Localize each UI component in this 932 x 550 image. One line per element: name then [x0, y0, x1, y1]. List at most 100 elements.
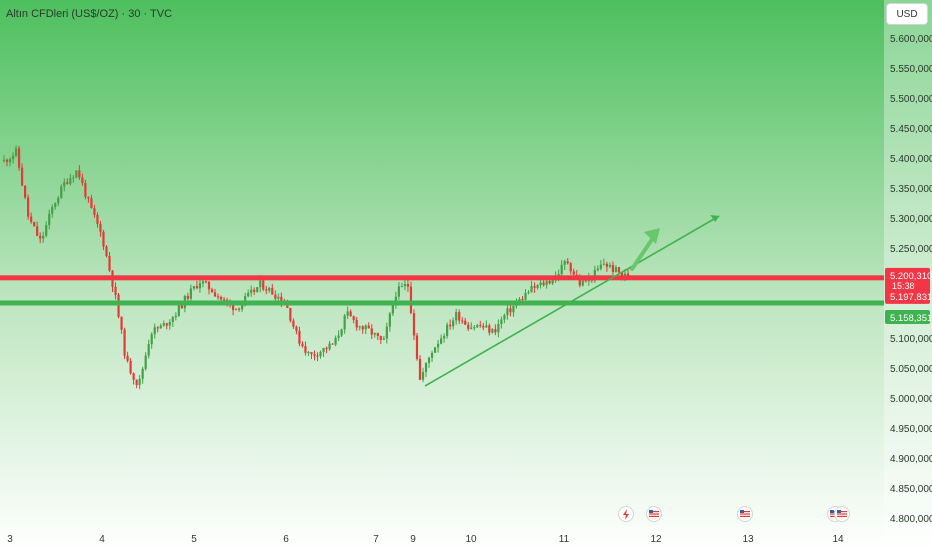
- us-flag-icon[interactable]: [737, 506, 753, 522]
- candle-body: [370, 328, 373, 335]
- candle-body: [20, 167, 24, 186]
- candle-body: [470, 327, 473, 329]
- candle-body: [24, 185, 27, 198]
- price-tick-label: 4.850,000: [890, 484, 932, 495]
- candle-body: [506, 308, 509, 316]
- trendline-arrowhead: [710, 215, 720, 222]
- price-tick-label: 5.550,000: [890, 64, 932, 75]
- candle-body: [189, 288, 192, 299]
- candle-body: [524, 293, 527, 300]
- candle-body: [295, 326, 298, 331]
- candle-body: [262, 280, 265, 290]
- time-tick-label: 10: [465, 534, 477, 545]
- candle-body: [467, 324, 470, 329]
- lightning-glyph: [623, 509, 629, 520]
- candle-body: [319, 351, 322, 357]
- candle-body: [322, 347, 325, 352]
- candle-body: [42, 235, 45, 239]
- flag-stripe: [740, 513, 750, 515]
- time-tick-label: 4: [99, 534, 105, 545]
- candle-body: [114, 286, 117, 295]
- candle-body: [216, 296, 220, 298]
- candle-body: [78, 170, 81, 178]
- price-tick-label: 5.000,000: [890, 394, 932, 405]
- price-tick-label: 5.300,000: [890, 214, 932, 225]
- candle-body: [325, 347, 328, 350]
- lightning-icon[interactable]: [618, 506, 634, 522]
- candle-body: [539, 282, 542, 286]
- candle-body: [316, 355, 319, 357]
- candle-body: [527, 292, 530, 294]
- candle-body: [135, 379, 138, 385]
- candle-body: [69, 178, 72, 184]
- us-flag-icon[interactable]: [646, 506, 662, 522]
- candle-body: [177, 305, 180, 316]
- support-price-tag[interactable]: [885, 309, 930, 324]
- candle-body: [536, 285, 539, 288]
- candle-body: [611, 265, 615, 272]
- support-line[interactable]: [0, 300, 884, 306]
- countdown-label: 15:38: [892, 281, 915, 291]
- candle-body: [452, 320, 455, 327]
- price-tick-label: 5.500,000: [890, 94, 932, 105]
- candle-body: [120, 316, 123, 330]
- candle-body: [382, 338, 385, 340]
- candle-body: [30, 216, 33, 222]
- candle-body: [400, 286, 404, 288]
- flag-stripe: [740, 515, 750, 517]
- candle-body: [298, 330, 301, 344]
- time-axis: 3 4 5 6 7 9 10 11 12 13 14: [7, 534, 844, 545]
- resistance-price-tag[interactable]: [885, 267, 930, 304]
- price-tick-label: 5.450,000: [890, 124, 932, 135]
- candle-body: [99, 223, 102, 232]
- candle-body: [165, 323, 168, 326]
- candle-body: [620, 272, 624, 276]
- candle-body: [265, 289, 268, 291]
- flag-canton: [649, 510, 653, 513]
- candle-body: [497, 323, 500, 333]
- candle-body: [343, 315, 346, 330]
- candle-body: [301, 343, 304, 347]
- candle-body: [198, 283, 202, 289]
- time-tick-label: 7: [373, 534, 379, 545]
- candle-body: [446, 324, 449, 336]
- candle-body: [584, 280, 587, 282]
- currency-button[interactable]: USD: [886, 3, 928, 25]
- time-tick-label: 11: [559, 534, 570, 545]
- resistance-line[interactable]: [0, 275, 884, 281]
- candle-body: [304, 346, 307, 353]
- price-tick-label: 5.350,000: [890, 184, 932, 195]
- flag-canton: [740, 510, 744, 513]
- candle-body: [602, 263, 605, 265]
- flag-stripe: [740, 511, 750, 513]
- candle-body: [51, 206, 54, 214]
- candle-body: [491, 329, 494, 333]
- time-tick-label: 5: [191, 534, 197, 545]
- candle-body: [421, 371, 425, 380]
- candle-body: [54, 203, 57, 207]
- trendline[interactable]: [424, 215, 720, 387]
- support-price-label: 5.158,351: [890, 313, 932, 324]
- candle-body: [391, 304, 394, 314]
- candle-body: [500, 319, 503, 324]
- candle-body: [207, 281, 211, 290]
- candle-body: [464, 320, 467, 325]
- us-flag-icon[interactable]: [834, 506, 850, 522]
- candle-body: [494, 329, 497, 333]
- candle-body: [219, 297, 223, 300]
- candle-body: [268, 287, 271, 291]
- candle-body: [201, 281, 205, 284]
- candle-body: [512, 305, 515, 313]
- candle-body: [238, 308, 241, 310]
- candle-body: [81, 177, 84, 184]
- candle-body: [213, 292, 217, 297]
- candle-body: [247, 292, 250, 297]
- candle-body: [259, 280, 262, 288]
- candle-body: [280, 296, 283, 303]
- candle-body: [271, 287, 274, 295]
- candle-body: [364, 325, 367, 330]
- candle-body: [560, 264, 563, 275]
- candle-body: [599, 264, 602, 269]
- candle-body: [307, 352, 310, 354]
